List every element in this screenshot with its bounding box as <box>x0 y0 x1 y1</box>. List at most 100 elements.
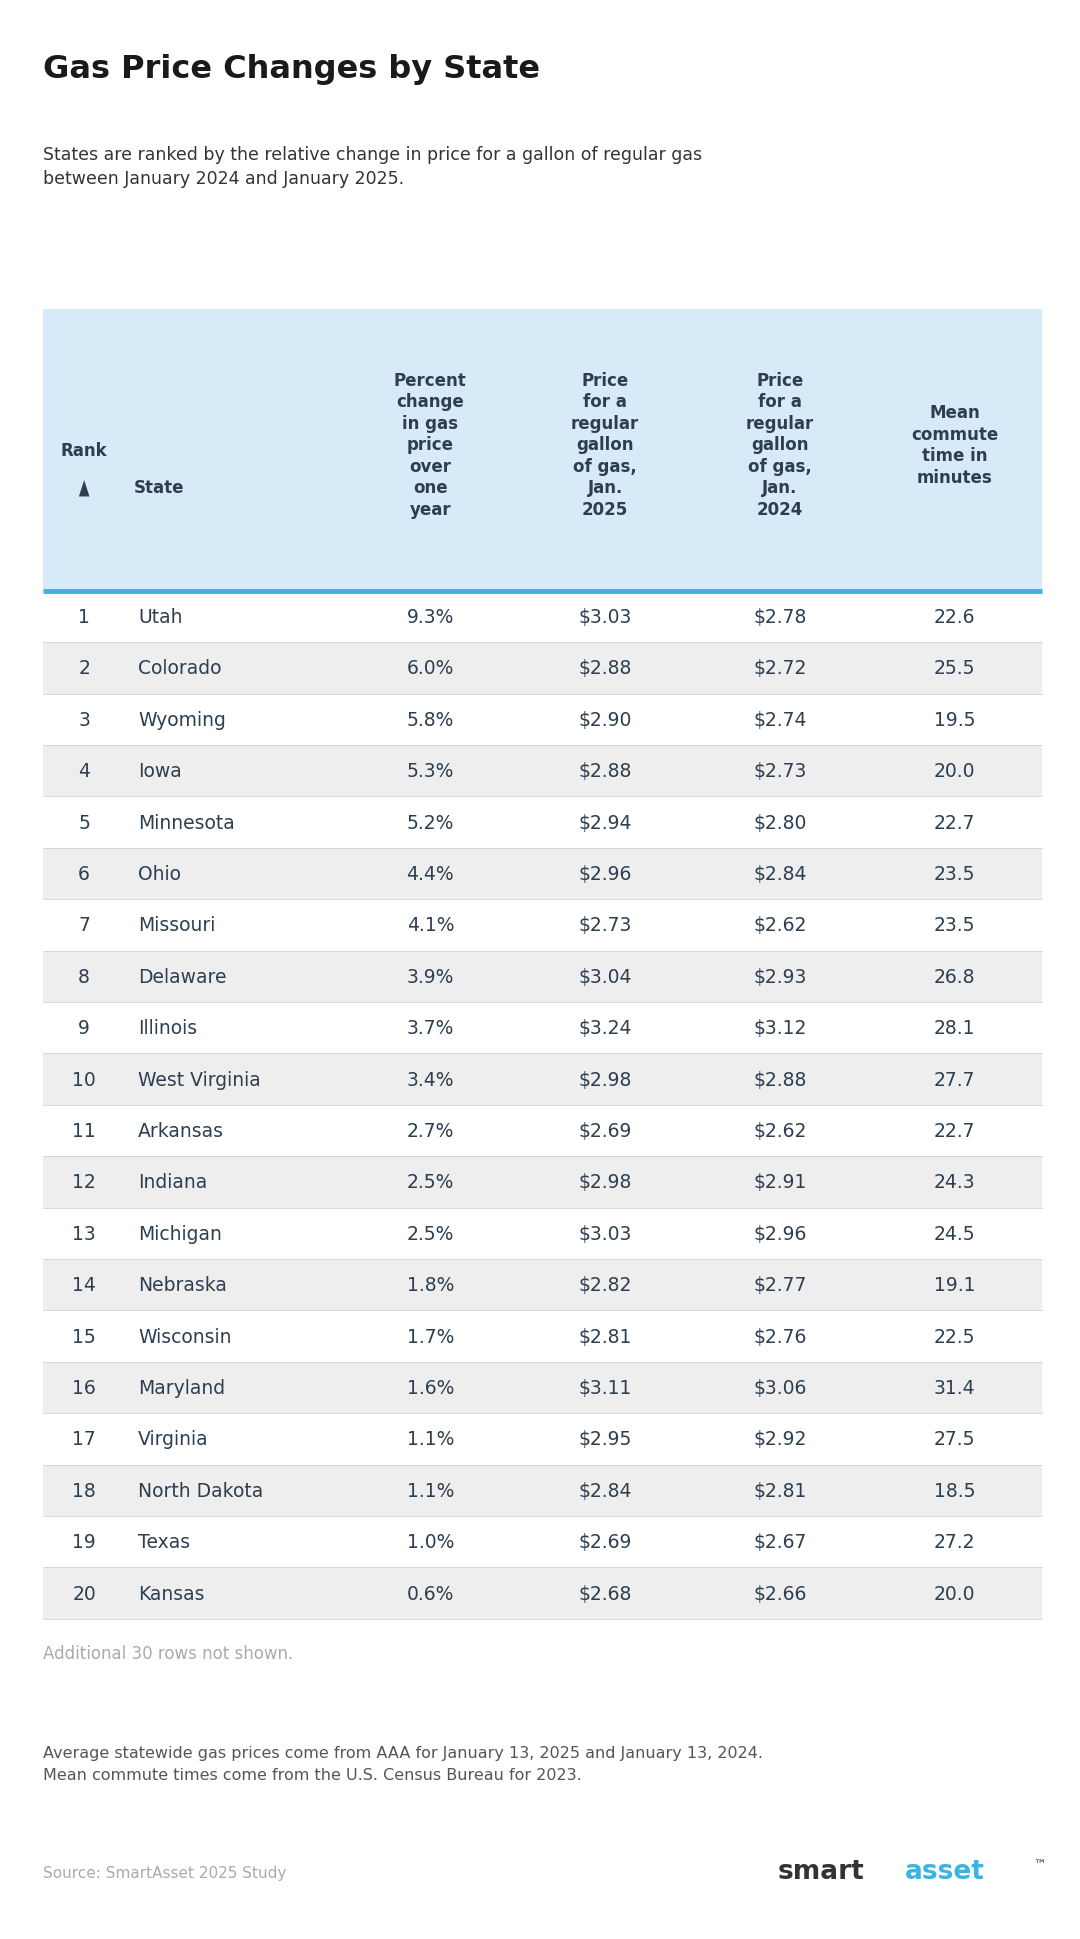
Text: Nebraska: Nebraska <box>138 1276 227 1295</box>
Text: $2.66: $2.66 <box>753 1584 807 1604</box>
Text: $2.88: $2.88 <box>579 762 632 781</box>
Text: 3.4%: 3.4% <box>406 1070 454 1090</box>
Bar <box>43 1260 1042 1311</box>
Text: $2.90: $2.90 <box>579 710 632 729</box>
Bar <box>43 310 1042 591</box>
Text: $2.81: $2.81 <box>753 1481 807 1501</box>
Text: $2.88: $2.88 <box>579 659 632 679</box>
Text: Virginia: Virginia <box>138 1429 208 1448</box>
Text: Maryland: Maryland <box>138 1379 226 1398</box>
Text: $2.98: $2.98 <box>579 1173 632 1192</box>
Text: Source: SmartAsset 2025 Study: Source: SmartAsset 2025 Study <box>43 1865 286 1881</box>
Text: $2.69: $2.69 <box>579 1121 632 1140</box>
Text: $2.68: $2.68 <box>579 1584 632 1604</box>
Text: 1.8%: 1.8% <box>407 1276 454 1295</box>
Text: 3: 3 <box>78 710 90 729</box>
Text: $2.93: $2.93 <box>753 968 807 987</box>
Polygon shape <box>79 481 90 496</box>
Text: 14: 14 <box>72 1276 96 1295</box>
Text: Ohio: Ohio <box>138 865 181 884</box>
Text: 24.3: 24.3 <box>934 1173 975 1192</box>
Text: $2.94: $2.94 <box>579 812 632 832</box>
Bar <box>43 1361 1042 1414</box>
Bar <box>43 747 1042 797</box>
Text: 24.5: 24.5 <box>934 1224 975 1243</box>
Text: $2.96: $2.96 <box>579 865 632 884</box>
Text: 4.4%: 4.4% <box>406 865 454 884</box>
Text: 1.0%: 1.0% <box>407 1532 454 1551</box>
Text: 5.3%: 5.3% <box>407 762 454 781</box>
Text: 11: 11 <box>72 1121 96 1140</box>
Text: 20: 20 <box>72 1584 96 1604</box>
Text: $2.74: $2.74 <box>753 710 807 729</box>
Text: Additional 30 rows not shown.: Additional 30 rows not shown. <box>43 1644 294 1662</box>
Text: $2.81: $2.81 <box>579 1326 632 1346</box>
Text: 16: 16 <box>72 1379 96 1398</box>
Text: Minnesota: Minnesota <box>138 812 234 832</box>
Text: Arkansas: Arkansas <box>138 1121 224 1140</box>
Text: 19.1: 19.1 <box>934 1276 975 1295</box>
Text: North Dakota: North Dakota <box>138 1481 264 1501</box>
Text: $2.62: $2.62 <box>753 915 807 935</box>
Text: 23.5: 23.5 <box>934 865 975 884</box>
Text: $2.92: $2.92 <box>753 1429 807 1448</box>
Text: $2.78: $2.78 <box>753 607 807 626</box>
Bar <box>43 1156 1042 1208</box>
Text: $2.77: $2.77 <box>753 1276 807 1295</box>
Text: 3.7%: 3.7% <box>407 1018 454 1037</box>
Text: asset: asset <box>905 1858 985 1883</box>
Text: 20.0: 20.0 <box>934 1584 975 1604</box>
Text: 2.5%: 2.5% <box>407 1173 454 1192</box>
Text: 22.7: 22.7 <box>934 1121 975 1140</box>
Text: 1.7%: 1.7% <box>407 1326 454 1346</box>
Text: States are ranked by the relative change in price for a gallon of regular gas
be: States are ranked by the relative change… <box>43 145 702 188</box>
Text: Missouri: Missouri <box>138 915 215 935</box>
Text: 22.7: 22.7 <box>934 812 975 832</box>
Text: 28.1: 28.1 <box>934 1018 975 1037</box>
Text: 27.2: 27.2 <box>934 1532 975 1551</box>
Text: 9: 9 <box>78 1018 90 1037</box>
Text: Delaware: Delaware <box>138 968 227 987</box>
Text: $2.96: $2.96 <box>753 1224 807 1243</box>
Text: $2.91: $2.91 <box>753 1173 807 1192</box>
Text: Percent
change
in gas
price
over
one
year: Percent change in gas price over one yea… <box>394 372 467 518</box>
Text: Kansas: Kansas <box>138 1584 204 1604</box>
Text: 13: 13 <box>72 1224 96 1243</box>
Text: 2: 2 <box>78 659 90 679</box>
Text: 0.6%: 0.6% <box>407 1584 454 1604</box>
Text: Average statewide gas prices come from AAA for January 13, 2025 and January 13, : Average statewide gas prices come from A… <box>43 1745 764 1782</box>
Text: $2.67: $2.67 <box>753 1532 807 1551</box>
Text: Texas: Texas <box>138 1532 190 1551</box>
Text: Indiana: Indiana <box>138 1173 207 1192</box>
Text: 1.1%: 1.1% <box>407 1481 454 1501</box>
Text: $3.11: $3.11 <box>579 1379 632 1398</box>
Text: $2.76: $2.76 <box>753 1326 807 1346</box>
Text: 17: 17 <box>72 1429 96 1448</box>
Text: 23.5: 23.5 <box>934 915 975 935</box>
Bar <box>43 849 1042 900</box>
Text: $3.12: $3.12 <box>753 1018 807 1037</box>
Text: 6: 6 <box>78 865 90 884</box>
Text: 2.5%: 2.5% <box>407 1224 454 1243</box>
Text: 10: 10 <box>72 1070 96 1090</box>
Text: 3.9%: 3.9% <box>407 968 454 987</box>
Text: Gas Price Changes by State: Gas Price Changes by State <box>43 54 540 85</box>
Text: State: State <box>134 479 185 496</box>
Text: 18.5: 18.5 <box>934 1481 975 1501</box>
Text: 12: 12 <box>72 1173 96 1192</box>
Bar <box>43 952 1042 1002</box>
Text: 4: 4 <box>78 762 90 781</box>
Text: $2.88: $2.88 <box>753 1070 807 1090</box>
Text: Rank: Rank <box>60 442 108 460</box>
Text: 9.3%: 9.3% <box>407 607 454 626</box>
Text: 19.5: 19.5 <box>934 710 975 729</box>
Text: $2.73: $2.73 <box>579 915 632 935</box>
Text: West Virginia: West Virginia <box>138 1070 261 1090</box>
Text: $2.69: $2.69 <box>579 1532 632 1551</box>
Bar <box>43 644 1042 694</box>
Text: 18: 18 <box>72 1481 96 1501</box>
Text: 27.7: 27.7 <box>934 1070 975 1090</box>
Text: 1.6%: 1.6% <box>407 1379 454 1398</box>
Bar <box>43 1466 1042 1516</box>
Text: 4.1%: 4.1% <box>406 915 454 935</box>
